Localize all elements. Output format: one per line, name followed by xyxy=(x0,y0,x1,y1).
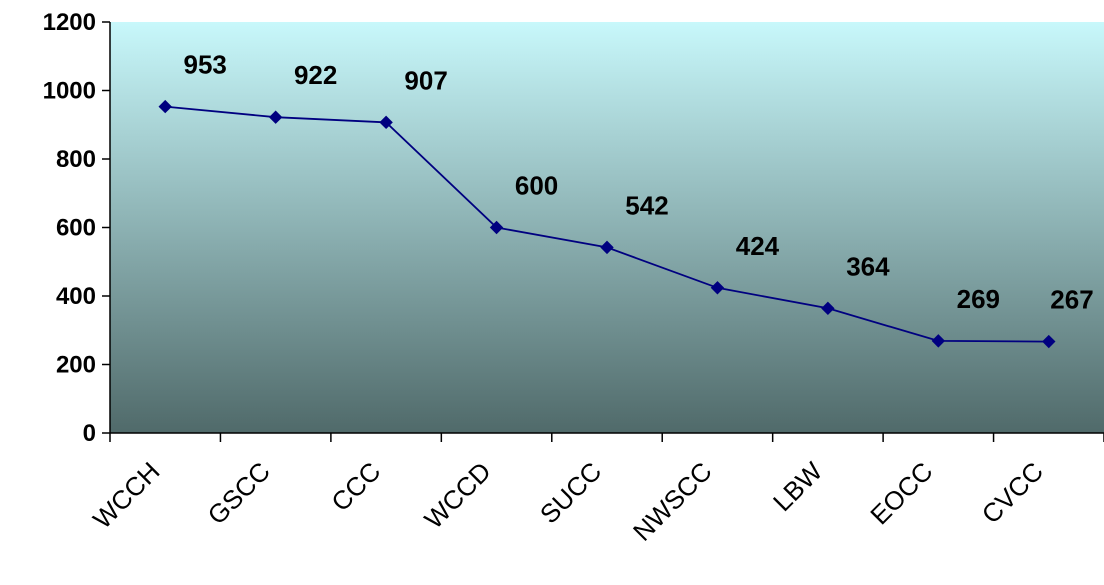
y-tick-label: 400 xyxy=(56,283,96,310)
x-tick-label: NWSCC xyxy=(627,456,718,547)
y-tick-label: 0 xyxy=(83,420,96,447)
y-tick-label: 1000 xyxy=(43,78,96,105)
y-tick-label: 600 xyxy=(56,215,96,242)
data-point-marker xyxy=(600,240,614,255)
x-tick-label: CCC xyxy=(325,456,386,517)
data-label: 600 xyxy=(515,171,558,201)
data-label: 364 xyxy=(846,251,890,281)
x-tick-label: GSCC xyxy=(202,456,276,530)
x-tick-label: SUCC xyxy=(534,456,607,529)
data-label: 922 xyxy=(294,60,337,90)
x-tick-label: LBW xyxy=(767,456,828,517)
data-label: 953 xyxy=(184,50,227,80)
y-tick-label: 1200 xyxy=(43,9,96,36)
data-point-marker xyxy=(379,115,393,130)
x-tick-label: EOCC xyxy=(864,456,938,530)
plot-area xyxy=(110,22,1104,433)
data-point-marker xyxy=(931,334,946,348)
data-point-marker xyxy=(821,301,835,316)
x-axis: WCCH GSCC CCC WCCD SUCC NWSCC LBW EOCC CVCC xyxy=(87,432,1104,547)
x-tick-label: CVCC xyxy=(976,456,1049,529)
x-tick-label: WCCD xyxy=(418,456,496,534)
data-point-marker xyxy=(158,99,172,114)
data-label: 267 xyxy=(1050,285,1093,315)
data-labels: 953 922 907 600 542 424 364 269 267 xyxy=(184,50,1094,315)
y-tick-label: 200 xyxy=(56,352,96,379)
data-point-marker xyxy=(1042,334,1056,349)
data-point-marker xyxy=(268,110,283,124)
y-tick-label: 800 xyxy=(56,146,96,173)
data-point-marker xyxy=(489,220,504,235)
data-label: 269 xyxy=(957,284,1000,314)
x-tick-label: WCCH xyxy=(87,456,165,534)
data-label: 424 xyxy=(736,231,780,261)
series-line-group xyxy=(158,99,1056,349)
data-point-marker xyxy=(710,281,725,295)
y-axis: 0 200 400 600 800 1000 1200 xyxy=(43,9,111,447)
data-label: 907 xyxy=(404,65,447,95)
data-label: 542 xyxy=(625,190,668,220)
